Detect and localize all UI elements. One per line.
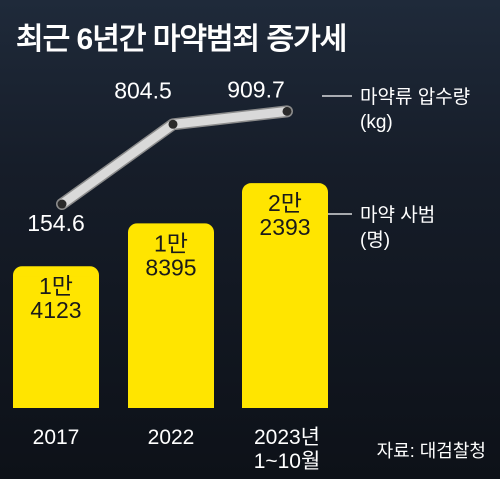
bar-body-0 (13, 276, 99, 408)
line-layer (56, 105, 293, 211)
bars-layer (13, 183, 328, 408)
x-tick-label-2-1: 1~10월 (254, 450, 321, 473)
x-tick-label-0-0: 2017 (33, 426, 80, 449)
x-tick-label-1-0: 2022 (148, 426, 195, 449)
source-note: 자료: 대검찰청 (376, 441, 486, 461)
line-value-label-2: 909.7 (227, 76, 285, 102)
legend-text-line-0: 마약류 압수량 (360, 86, 470, 108)
line-value-label-1: 804.5 (114, 77, 172, 103)
bar-body-1 (128, 233, 214, 408)
bar-value-label-2-0: 2만 (268, 190, 302, 216)
chart-title: 최근 6년간 마약범죄 증가세 (16, 23, 347, 56)
line-point-2 (282, 106, 292, 116)
line-point-1 (168, 119, 178, 129)
bar-body-2 (242, 193, 328, 408)
bar-value-label-1-1: 8395 (145, 254, 196, 280)
legend-layer: 마약류 압수량 (kg) 마약 사범 (명) (322, 86, 470, 251)
x-tick-label-2-0: 2023년 (254, 426, 320, 449)
line-value-label-0: 154.6 (27, 210, 85, 236)
bar-value-label-0-1: 4123 (30, 297, 81, 323)
bar-value-label-2-1: 2393 (259, 214, 310, 240)
line-point-0 (57, 199, 67, 209)
legend-text-line-1: (kg) (360, 112, 393, 133)
legend-text-bar-1: (명) (360, 229, 390, 251)
legend-text-bar-0: 마약 사범 (360, 204, 435, 226)
bar-value-label-0-0: 1만 (39, 273, 73, 299)
bar-value-label-1-0: 1만 (154, 230, 188, 256)
